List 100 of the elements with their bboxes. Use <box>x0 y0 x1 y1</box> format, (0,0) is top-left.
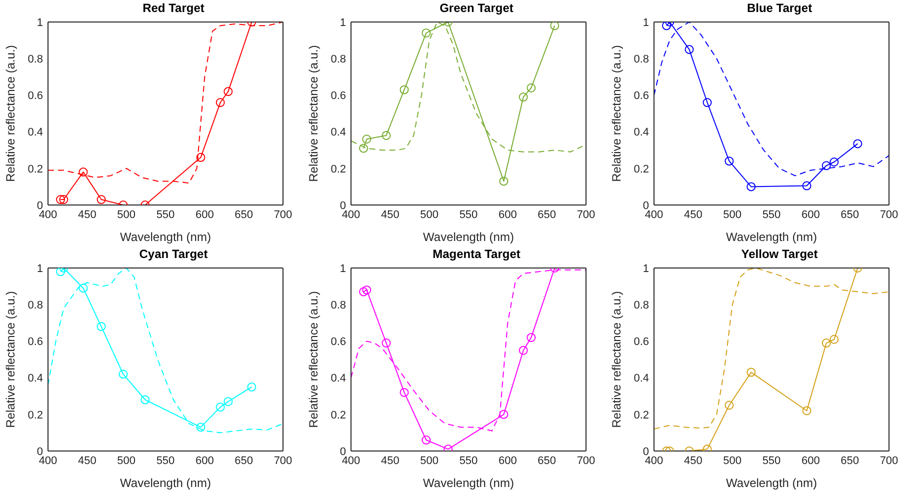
x-axis-title: Wavelength (nm) <box>423 476 514 490</box>
y-tick-label: 1 <box>642 16 649 29</box>
y-tick-label: 0.6 <box>634 336 649 348</box>
x-tick-label: 500 <box>420 454 439 466</box>
x-tick-label: 650 <box>234 454 254 466</box>
y-tick-label: 0.6 <box>28 90 43 102</box>
y-tick-label: 0.2 <box>330 163 346 176</box>
y-tick-label: 0.2 <box>634 408 649 421</box>
x-tick-label: 600 <box>498 208 517 221</box>
x-tick-label: 450 <box>380 208 400 221</box>
x-tick-label: 500 <box>117 208 136 221</box>
x-tick-label: 450 <box>78 454 96 466</box>
x-axis-title: Wavelength (nm) <box>726 230 817 244</box>
y-axis-title: Relative reflectance (a.u.) <box>3 45 18 182</box>
x-tick-label: 500 <box>723 208 742 221</box>
point <box>830 334 839 344</box>
chart-title: Red Target <box>142 0 206 17</box>
x-tick-label: 650 <box>840 208 860 221</box>
point <box>499 176 508 186</box>
x-tick-label: 600 <box>801 454 820 466</box>
point <box>56 195 66 204</box>
y-tick-label: 0.2 <box>634 163 649 176</box>
x-tick-label: 700 <box>880 454 898 466</box>
point <box>550 22 560 30</box>
x-tick-label: 600 <box>195 208 214 221</box>
x-tick-label: 450 <box>684 454 702 466</box>
y-tick-label: 1 <box>36 16 43 29</box>
y-axis-title: Relative reflectance (a.u.) <box>306 290 320 428</box>
x-tick-label: 700 <box>576 208 596 221</box>
point <box>216 98 225 108</box>
x-tick-label: 550 <box>762 454 781 466</box>
point <box>702 98 712 108</box>
x-tick-label: 450 <box>684 208 702 221</box>
x-tick-label: 550 <box>459 454 478 466</box>
x-axis-title: Wavelength (nm) <box>120 230 211 244</box>
x-axis-title: Wavelength (nm) <box>726 476 817 490</box>
point <box>400 387 409 396</box>
x-tick-label: 600 <box>801 208 820 221</box>
point <box>224 87 233 96</box>
point <box>247 382 256 391</box>
x-axis-title: Wavelength (nm) <box>120 476 211 490</box>
x-tick-label: 650 <box>538 208 556 221</box>
y-tick-label: 0.8 <box>330 299 346 312</box>
y-tick-label: 0.2 <box>28 163 43 176</box>
point <box>662 22 672 30</box>
point <box>724 400 734 410</box>
x-tick-label: 600 <box>195 454 214 466</box>
point <box>59 195 68 204</box>
y-axis-title: Relative reflectance (a.u.) <box>306 45 320 182</box>
point <box>96 322 106 331</box>
y-tick-label: 0.4 <box>330 372 346 384</box>
y-tick-label: 0.8 <box>28 299 43 312</box>
point <box>196 422 206 432</box>
x-axis-title: Wavelength (nm) <box>423 230 514 244</box>
y-axis-title: Relative reflectance (a.u.) <box>609 45 624 182</box>
y-tick-label: 1 <box>340 16 346 29</box>
point <box>382 338 391 348</box>
y-tick-label: 0.6 <box>330 90 346 102</box>
y-tick-label: 0.6 <box>28 336 43 348</box>
point <box>802 181 812 190</box>
x-tick-label: 650 <box>234 208 254 221</box>
point <box>422 28 431 38</box>
x-tick-label: 700 <box>274 208 292 221</box>
point <box>822 338 831 348</box>
point <box>422 435 431 444</box>
chart-title: Yellow Target <box>740 246 819 262</box>
x-tick-label: 700 <box>880 208 898 221</box>
point <box>362 134 372 144</box>
y-tick-label: 0.4 <box>28 126 43 139</box>
x-tick-label: 550 <box>156 208 175 221</box>
point <box>853 139 862 148</box>
y-tick-label: 0.8 <box>330 54 346 66</box>
point <box>724 156 734 166</box>
point <box>499 409 508 418</box>
point <box>224 396 233 406</box>
x-tick-label: 450 <box>78 208 96 221</box>
x-tick-label: 650 <box>538 454 556 466</box>
y-tick-label: 0.2 <box>330 408 346 421</box>
y-tick-label: 0.2 <box>28 408 43 421</box>
x-tick-label: 700 <box>274 454 292 466</box>
point <box>359 286 368 296</box>
x-tick-label: 700 <box>576 454 596 466</box>
chart-title: Green Target <box>438 0 514 17</box>
point <box>78 283 88 292</box>
y-axis-title: Relative reflectance (a.u.) <box>609 290 624 428</box>
y-tick-label: 1 <box>642 262 649 274</box>
point <box>518 92 528 102</box>
point <box>830 157 839 166</box>
chart-title: Blue Target <box>746 0 814 17</box>
point <box>518 345 528 354</box>
y-tick-label: 0.4 <box>634 372 649 384</box>
y-tick-label: 1 <box>36 262 43 274</box>
x-tick-label: 550 <box>459 208 478 221</box>
y-axis-title: Relative reflectance (a.u.) <box>3 290 18 428</box>
point <box>400 85 409 94</box>
y-tick-label: 0.6 <box>330 336 346 348</box>
point <box>359 144 368 153</box>
y-tick-label: 1 <box>340 262 346 274</box>
y-tick-label: 0.4 <box>330 126 346 139</box>
point <box>746 182 756 192</box>
